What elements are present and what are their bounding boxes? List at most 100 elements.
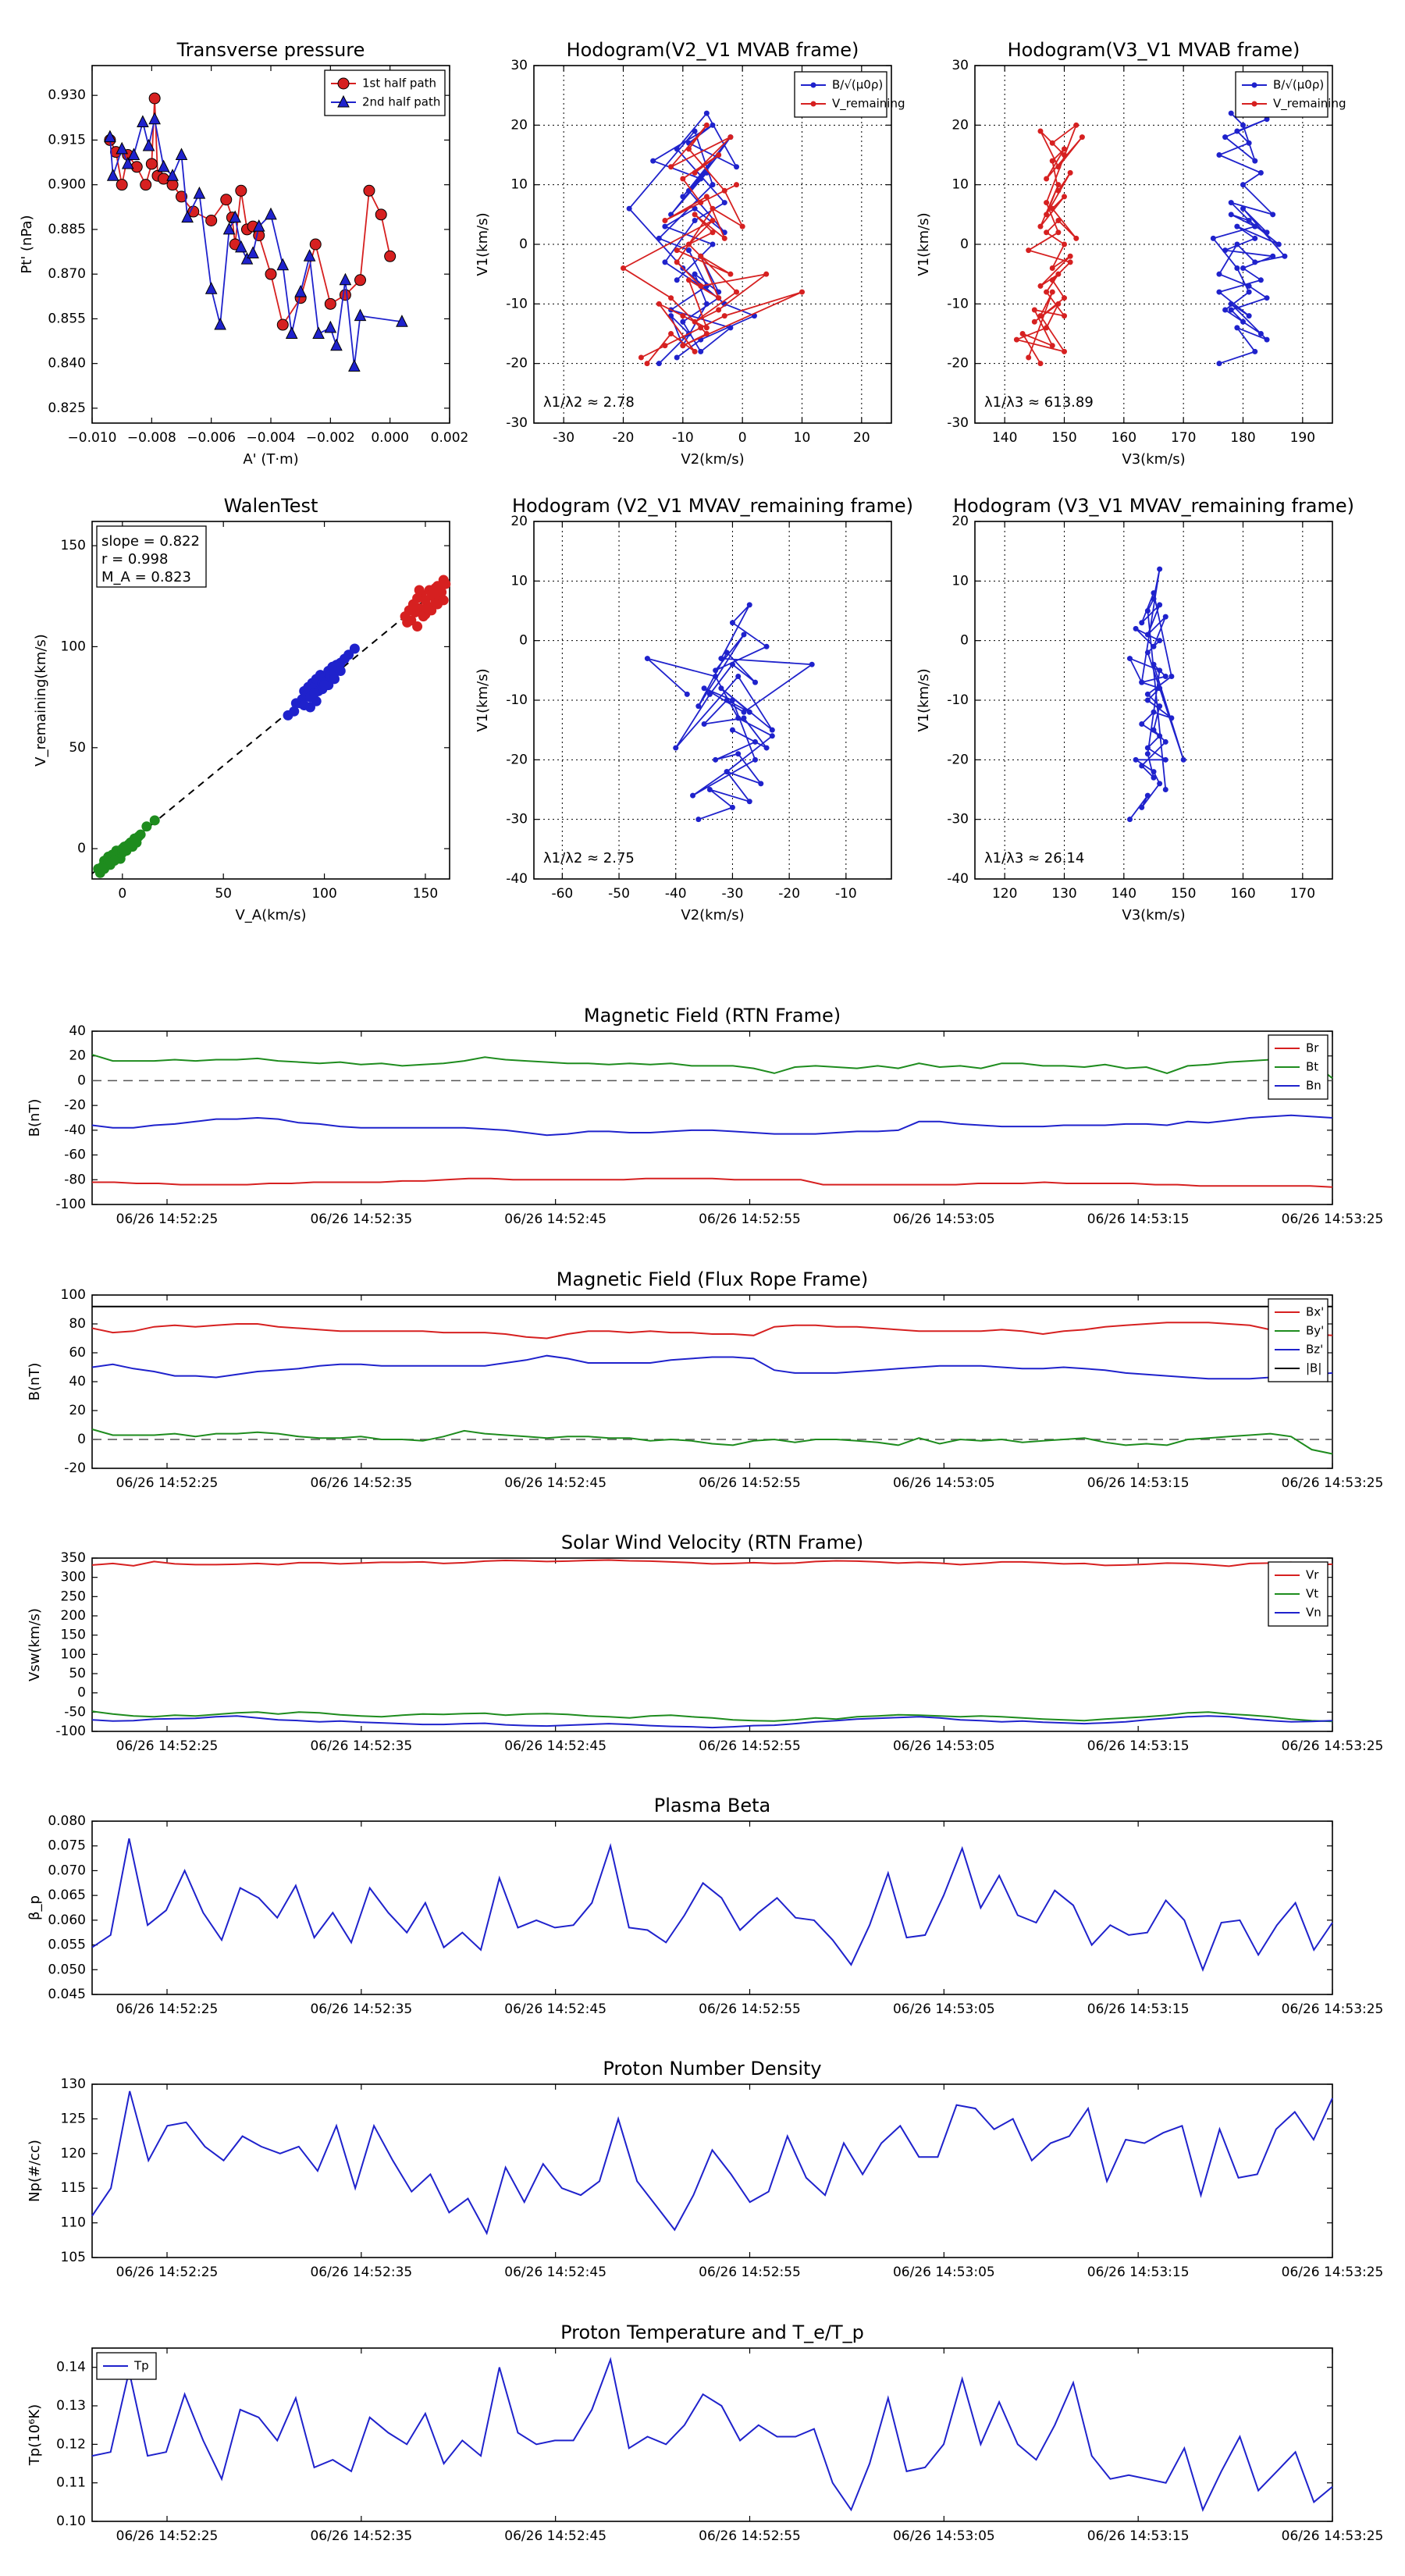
x-axis-label: A' (T·m) (243, 451, 298, 468)
stats-line: slope = 0.822 (101, 533, 200, 550)
h2-1-point (1049, 265, 1055, 272)
x-tick-label: -60 (551, 886, 573, 902)
y-tick-label: -40 (506, 871, 528, 887)
pt-1-point (193, 186, 206, 199)
h2-0-point (1234, 128, 1240, 134)
x-tick-label: 06/26 14:52:55 (699, 1212, 801, 1227)
x-tick-label: -40 (665, 886, 687, 902)
x-tick-label: 140 (992, 430, 1017, 446)
h4-0-point (1151, 727, 1157, 733)
h4-0-point (1157, 667, 1163, 674)
h1-0-point (692, 128, 698, 134)
h3-0-point (735, 751, 742, 757)
pt-1-point (175, 148, 188, 160)
x-tick-label: 100 (311, 886, 336, 902)
x-tick-label: 06/26 14:53:05 (893, 1475, 995, 1491)
eigen-ratio: λ1/λ2 ≈ 2.78 (543, 394, 635, 411)
y-tick-label: -10 (947, 692, 969, 708)
pt-0-point (140, 179, 152, 191)
h1-1-point (668, 164, 674, 170)
h4-0-point (1162, 614, 1168, 620)
chart-beta: Plasma Beta 0.045 0.050 0.055 0.060 0.065 0.07… (27, 1795, 1383, 2017)
y-axis-label: V1(km/s) (916, 668, 932, 731)
h2-1-point (1013, 336, 1019, 343)
x-tick-label: −0.010 (68, 430, 117, 446)
h3-0-point (758, 781, 764, 787)
y-tick-label: 115 (61, 2180, 86, 2196)
legend-marker (810, 82, 816, 88)
x-tick-label: 150 (1051, 430, 1076, 446)
h2-0-point (1257, 331, 1264, 336)
x-tick-label: 130 (1051, 886, 1076, 902)
x-tick-label: 170 (1171, 430, 1196, 446)
h4-0-point (1151, 643, 1157, 649)
h4-0-point (1144, 691, 1151, 697)
y-tick-label: 20 (951, 117, 969, 133)
x-tick-label: 06/26 14:53:05 (893, 1212, 995, 1227)
chart-title: Solar Wind Velocity (RTN Frame) (561, 1532, 863, 1553)
y-axis-label: B(nT) (27, 1099, 43, 1137)
legend-marker (1251, 101, 1257, 107)
np-series-0-line (91, 2090, 1333, 2236)
h2-0-point (1234, 241, 1240, 247)
pt-0-point (220, 194, 233, 206)
h2-0-point (1234, 325, 1240, 331)
h3-0-point (729, 804, 735, 810)
h2-0-point (1228, 200, 1234, 206)
y-axis-label: V1(km/s) (475, 212, 491, 276)
pt-0-point (235, 184, 247, 197)
h1-1-point (668, 295, 674, 301)
h3-0-line (646, 604, 814, 820)
x-tick-label: 06/26 14:52:55 (699, 1738, 801, 1754)
h2-0-point (1246, 289, 1252, 295)
h2-0-point (1222, 134, 1229, 141)
h1-0-point (692, 205, 698, 212)
h1-1-point (721, 313, 727, 319)
pt-0-point (324, 297, 336, 310)
h4-0-point (1133, 625, 1139, 632)
h4-0-point (1162, 673, 1168, 679)
h2-1-point (1062, 313, 1067, 319)
h1-0-point (680, 194, 686, 200)
h1-1-point (662, 343, 668, 349)
fit-line (91, 578, 450, 874)
h3-0-point (735, 715, 742, 721)
h2-0-point (1275, 241, 1282, 247)
h2-1-point (1049, 140, 1055, 146)
pt-1-point (121, 156, 134, 169)
y-tick-label: 0.14 (56, 2360, 86, 2375)
h3-0-point (684, 691, 690, 697)
h1-1-point (799, 289, 805, 295)
h4-0-point (1144, 745, 1151, 751)
y-tick-label: -20 (64, 1461, 86, 1476)
legend-label: Tp (133, 2359, 149, 2373)
pt-1-point (166, 169, 179, 181)
h3-0-point (713, 667, 719, 674)
pt-1-point (181, 210, 194, 223)
y-tick-label: 0.070 (48, 1863, 86, 1878)
walen-point (349, 643, 360, 654)
h2-0-point (1246, 140, 1252, 146)
plot-frame (91, 65, 450, 424)
h2-0-point (1264, 229, 1270, 236)
h2-1-point (1055, 229, 1062, 236)
x-tick-label: -10 (672, 430, 694, 446)
eigen-ratio: λ1/λ3 ≈ 613.89 (984, 394, 1094, 411)
h3-0-point (713, 756, 719, 763)
pt-1-point (330, 338, 343, 351)
h3-0-point (763, 745, 770, 751)
h2-0-point (1222, 307, 1229, 313)
chart-title: Proton Temperature and T_e/T_p (560, 2322, 864, 2343)
x-tick-label: 120 (992, 886, 1017, 902)
stats-box (96, 525, 207, 588)
h2-0-point (1234, 265, 1240, 272)
x-tick-label: 50 (215, 886, 232, 902)
y-tick-label: 0 (77, 1685, 86, 1701)
h1-1-point (716, 152, 722, 158)
h2-1-point (1062, 295, 1067, 301)
x-tick-label: 06/26 14:52:55 (699, 2265, 801, 2280)
y-axis-label: Pt' (nPa) (19, 215, 35, 273)
pt-1-point (235, 240, 247, 253)
x-tick-label: 06/26 14:52:25 (116, 2265, 219, 2280)
y-tick-label: 0.13 (56, 2398, 86, 2414)
